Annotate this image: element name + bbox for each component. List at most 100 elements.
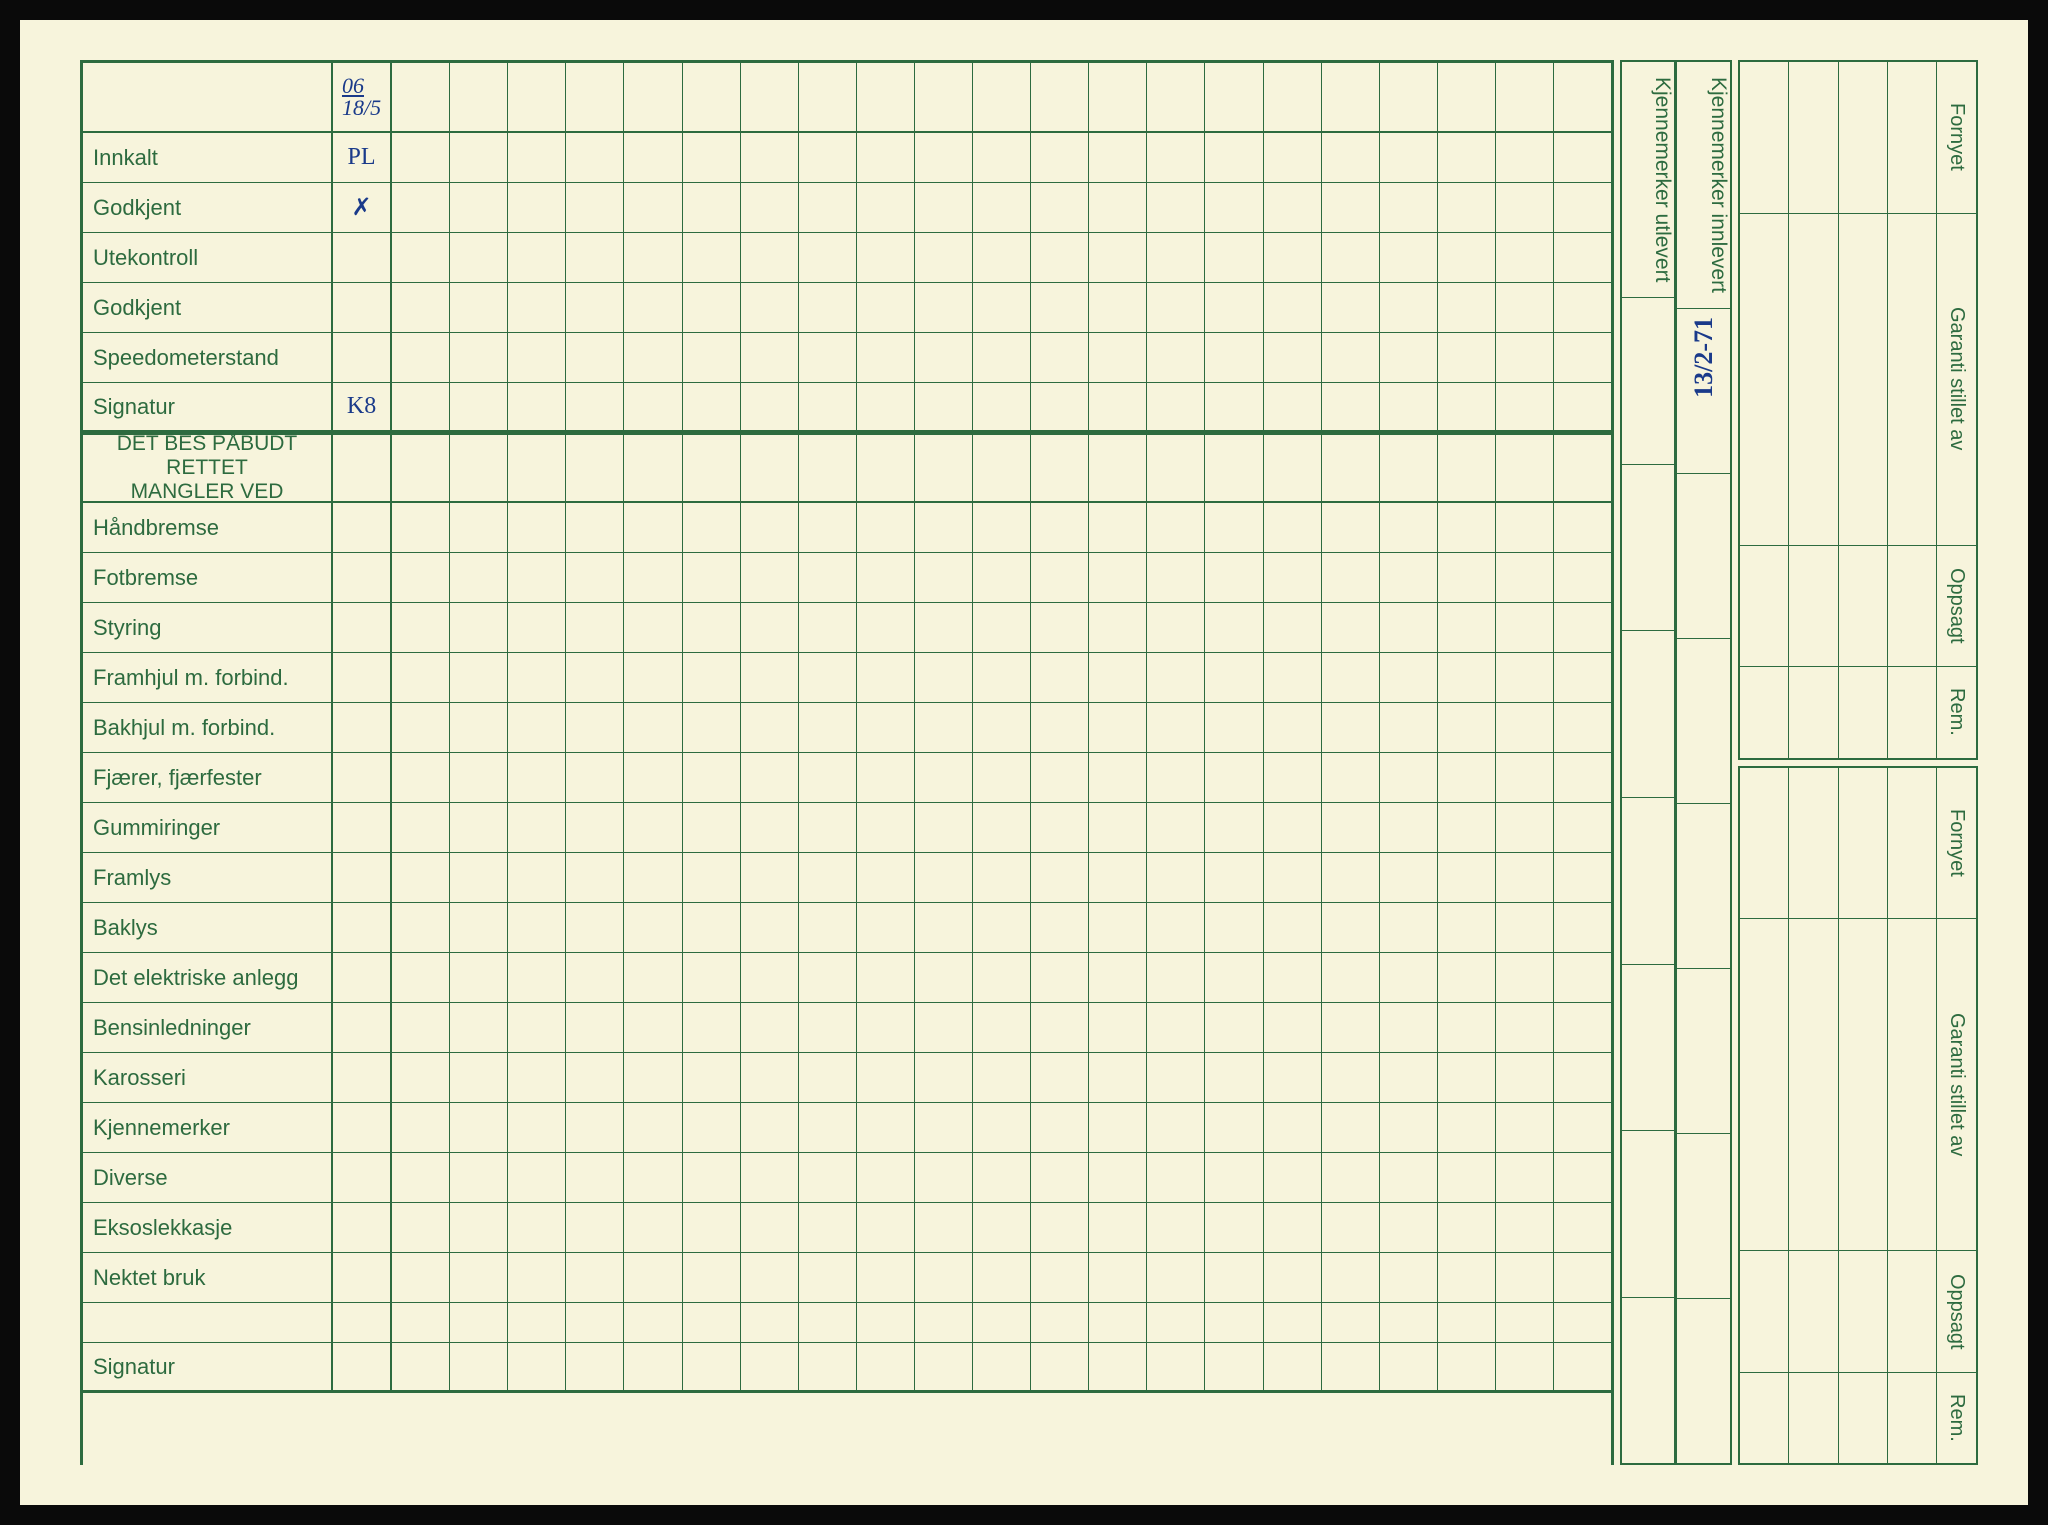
data-cell [915,1203,973,1252]
data-cell [857,1003,915,1052]
data-cell [799,753,857,802]
data-cell [1322,1253,1380,1302]
data-cell [450,1343,508,1390]
inspection-row: Speedometerstand [83,333,1611,383]
data-cell [333,1103,392,1152]
data-cell [1496,953,1554,1002]
data-cell [1089,333,1147,382]
data-cell [1438,803,1496,852]
data-cell [566,183,624,232]
inspection-row: Utekontroll [83,233,1611,283]
data-cell [1322,803,1380,852]
data-cell [1380,1053,1438,1102]
data-cell [450,653,508,702]
data-cell [1496,703,1554,752]
data-cell [1554,1303,1611,1342]
data-cell [1438,1103,1496,1152]
right-data-cell [1839,667,1888,757]
data-cell [1496,233,1554,282]
section-header-row: DET BES PÅBUDT RETTET MANGLER VED [83,433,1611,503]
data-cell [741,1303,799,1342]
data-cell [1031,1003,1089,1052]
data-cell [333,1003,392,1052]
data-cell [624,1343,682,1390]
right-data-cell [1888,214,1936,545]
data-cell [1496,435,1554,501]
data-cell [624,333,682,382]
data-cell [973,283,1031,332]
right-data-cell [1789,667,1838,757]
data-cell [799,603,857,652]
section-title-1: DET BES PÅBUDT RETTET [93,432,321,480]
data-cell [1380,1253,1438,1302]
data-cell [508,603,566,652]
data-cell: K8 [333,383,392,430]
data-cell [1554,503,1611,552]
data-cell [1147,1003,1205,1052]
data-cell [1438,383,1496,430]
data-cell [973,953,1031,1002]
data-cell [450,1003,508,1052]
data-cell [450,333,508,382]
data-cell [1438,753,1496,802]
data-cell [1322,1053,1380,1102]
data-cell [799,903,857,952]
data-cell [1147,183,1205,232]
data-cell [1205,803,1263,852]
right-data-cell [1888,1251,1936,1371]
data-cell [1031,1053,1089,1102]
data-cell [450,1103,508,1152]
data-cell [566,1103,624,1152]
defect-label: Fotbremse [83,553,333,602]
data-cell [799,383,857,430]
right-label-garanti-2: Garanti stillet av [1945,1013,1968,1156]
data-cell [1438,853,1496,902]
data-cell [683,553,741,602]
data-cell [1031,753,1089,802]
data-cell [1147,1253,1205,1302]
right-label-fornyet-1: Fornyet [1945,103,1968,171]
data-cell [1554,1003,1611,1052]
data-cell [1438,333,1496,382]
data-cell [1264,1153,1322,1202]
data-cell [508,333,566,382]
data-cell [915,503,973,552]
side-cell-2b [1677,473,1730,638]
data-cell [1438,653,1496,702]
data-cell [1496,283,1554,332]
data-cell [508,703,566,752]
data-cell [333,803,392,852]
defect-label: Karosseri [83,1053,333,1102]
data-cell [1322,653,1380,702]
data-cell [333,753,392,802]
data-cell [1554,383,1611,430]
data-cell [1089,183,1147,232]
data-cell [1264,1343,1322,1390]
data-cell [973,1153,1031,1202]
data-cell [450,953,508,1002]
data-cell [1089,653,1147,702]
data-cell [1438,1343,1496,1390]
defect-row: Fjærer, fjærfester [83,753,1611,803]
data-cell [973,1303,1031,1342]
data-cell [1031,503,1089,552]
data-cell [1147,953,1205,1002]
data-cell [1205,903,1263,952]
data-cell [799,183,857,232]
data-cell [450,1253,508,1302]
data-cell [915,1253,973,1302]
data-cell [1322,1103,1380,1152]
data-cell [566,953,624,1002]
data-cell [973,1343,1031,1390]
data-cell [1496,853,1554,902]
data-cell [857,233,915,282]
data-cell [1264,1053,1322,1102]
data-cell [1147,603,1205,652]
data-cell [1205,1343,1263,1390]
data-cell [1438,283,1496,332]
data-cell [333,1053,392,1102]
data-cell [1031,435,1089,501]
data-cell [1147,333,1205,382]
data-cell [915,753,973,802]
data-cell [1554,1343,1611,1390]
